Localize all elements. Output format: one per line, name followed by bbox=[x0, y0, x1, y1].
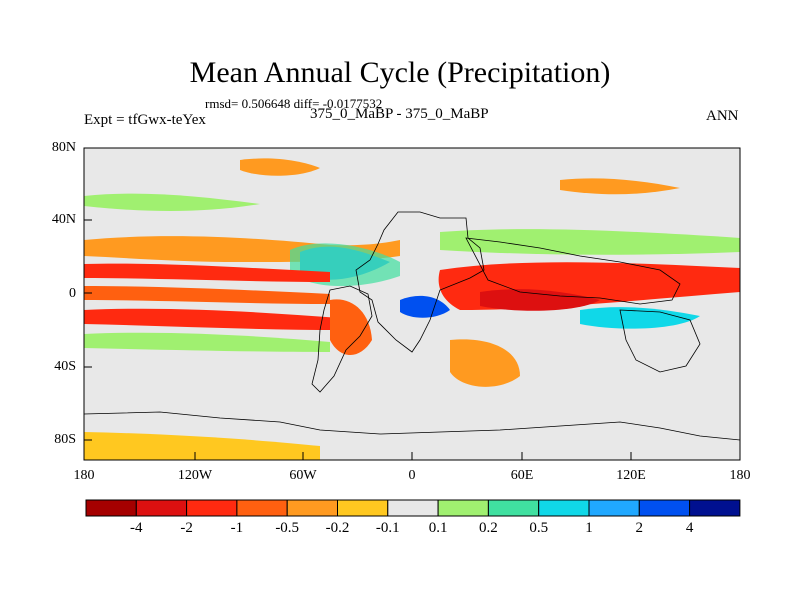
colorbar-box bbox=[186, 499, 238, 517]
colorbar-label: 2 bbox=[635, 520, 644, 536]
anomaly-field bbox=[84, 158, 740, 460]
colorbar-label: 0.5 bbox=[529, 520, 549, 536]
south-america-outline bbox=[311, 285, 373, 393]
lat-label-80s: 80S bbox=[54, 432, 76, 447]
colorbar-label: 4 bbox=[685, 520, 694, 536]
antarctica-outline bbox=[83, 411, 741, 441]
lat-label-40n: 40N bbox=[51, 212, 76, 227]
lon-label-180w: 180 bbox=[73, 468, 95, 483]
colorbar-box bbox=[689, 499, 741, 517]
colorbar-box bbox=[487, 499, 540, 517]
lat-label-40s: 40S bbox=[54, 359, 76, 374]
anomaly-antarctic-yellow bbox=[84, 432, 320, 460]
colorbar-box bbox=[588, 499, 640, 517]
colorbar-box bbox=[638, 499, 691, 517]
anomaly-band-south-green bbox=[84, 332, 330, 352]
lon-label-180e: 180 bbox=[729, 468, 751, 483]
colorbar-label: 0.1 bbox=[428, 520, 448, 536]
anomaly-east-cyan bbox=[580, 307, 700, 329]
land-outline bbox=[83, 211, 741, 441]
anomaly-band-trop-orange bbox=[84, 286, 330, 304]
colorbar-label: -1 bbox=[230, 520, 244, 536]
anomaly-band-south-red bbox=[84, 308, 340, 330]
anomaly-south-indian-orange bbox=[450, 339, 520, 387]
anomaly-north-orange-patch bbox=[240, 158, 320, 176]
anomaly-east-green bbox=[440, 229, 740, 255]
anomaly-north-east-orange bbox=[560, 178, 680, 195]
colorbar-label: -2 bbox=[180, 520, 193, 536]
anomaly-africa-orange bbox=[330, 299, 372, 355]
rmsd-diff-stats: rmsd= 0.506648 diff= -0.0177532 bbox=[205, 96, 383, 111]
anomaly-east-darkred bbox=[480, 289, 600, 311]
eurasia-outline bbox=[465, 237, 681, 305]
anomaly-band-trop-red bbox=[84, 263, 330, 282]
map-panel bbox=[83, 147, 741, 461]
colorbar-box bbox=[337, 499, 389, 517]
anomaly-mid-blue bbox=[400, 295, 450, 318]
case-name: 375_0_MaBP - 375_0_MaBP bbox=[310, 106, 489, 122]
lon-label-60w: 60W bbox=[289, 468, 317, 483]
colorbar bbox=[85, 499, 741, 517]
colorbar-label: -0.2 bbox=[325, 520, 350, 536]
colorbar-label: 0.2 bbox=[479, 520, 498, 536]
colorbar-box bbox=[85, 499, 137, 517]
anomaly-nw-green bbox=[84, 193, 260, 211]
colorbar-label: 1 bbox=[585, 520, 593, 536]
lat-label-80n: 80N bbox=[51, 140, 76, 155]
colorbar-label: -0.5 bbox=[275, 520, 300, 536]
lon-label-120w: 120W bbox=[177, 468, 213, 483]
lon-label-120e: 120E bbox=[616, 468, 646, 483]
colorbar-box bbox=[437, 499, 489, 517]
season-label: ANN bbox=[706, 108, 739, 124]
colorbar-box bbox=[387, 499, 439, 517]
africa-outline bbox=[355, 211, 485, 353]
map-ticks bbox=[84, 147, 632, 460]
colorbar-label: -4 bbox=[130, 520, 143, 536]
experiment-label: Expt = tfGwx-teYex bbox=[84, 112, 206, 128]
colorbar-box bbox=[236, 499, 288, 517]
lon-label-60e: 60E bbox=[510, 468, 534, 483]
colorbar-box bbox=[538, 499, 590, 517]
colorbar-box bbox=[135, 499, 188, 517]
lon-label-0: 0 bbox=[408, 468, 416, 483]
australia-outline bbox=[619, 309, 701, 373]
colorbar-label: -0.1 bbox=[375, 520, 400, 536]
lat-label-0: 0 bbox=[69, 286, 76, 301]
map-title: Mean Annual Cycle (Precipitation) bbox=[189, 56, 611, 89]
colorbar-box bbox=[286, 499, 339, 517]
